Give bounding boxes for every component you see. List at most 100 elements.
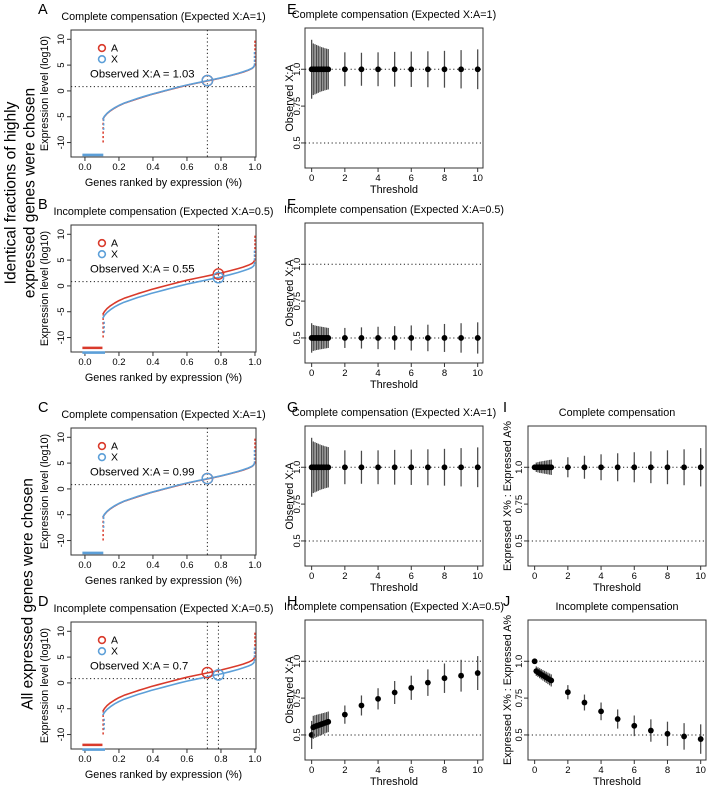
x-tick-label: 0.8 <box>214 162 227 173</box>
panel-G-x-axis-title: Threshold <box>370 582 418 594</box>
y-tick-label: -5 <box>56 511 67 519</box>
data-point <box>647 464 654 471</box>
panel-B-plot-frame <box>70 224 257 353</box>
x-tick-label: 6 <box>409 368 414 379</box>
data-point <box>375 66 381 73</box>
panel-D-letter: D <box>38 594 48 610</box>
legend-label-A: A <box>111 441 118 453</box>
data-point <box>548 677 555 684</box>
legend-marker-X <box>97 646 107 656</box>
data-point <box>391 335 398 341</box>
panel-E-y-axis-title: Observed X:A <box>284 64 296 132</box>
panel-J-x-axis-title: Threshold <box>593 776 641 788</box>
observed-ratio-marker <box>212 669 225 681</box>
x-tick-label: 0.8 <box>214 357 227 368</box>
data-point <box>441 66 448 73</box>
data-point <box>581 699 588 706</box>
data-point <box>647 727 654 734</box>
x-tick-label: 4 <box>598 571 603 582</box>
x-tick-label: 10 <box>472 173 483 184</box>
panel-D-plot-frame <box>70 621 257 750</box>
x-tick-label: 8 <box>442 368 447 379</box>
panel-C: C Complete compensation (Expected X:A=1) 0… <box>36 398 282 594</box>
x-tick-label: 0.6 <box>180 357 193 368</box>
data-point <box>441 675 448 682</box>
panel-A-series-X <box>102 64 256 120</box>
x-tick-label: 0.2 <box>112 162 125 173</box>
panel-H-y-axis-title: Observed X:A <box>284 656 296 724</box>
panel-B-series-X <box>102 264 256 319</box>
data-point <box>341 711 348 718</box>
x-tick-label: 0.0 <box>78 162 91 173</box>
row-group-label-bottom-text: All expressed genes were chosen <box>19 478 37 710</box>
legend-marker-A <box>97 635 107 645</box>
x-tick-label: 10 <box>472 368 483 379</box>
legend-label-A: A <box>111 238 118 250</box>
data-point <box>664 464 671 471</box>
panel-A-y-axis-title: Expression level (log10) <box>39 36 51 151</box>
data-point <box>408 66 415 73</box>
observed-ratio-marker <box>212 271 225 284</box>
x-tick-label: 4 <box>375 368 380 379</box>
data-point <box>408 684 415 691</box>
x-tick-label: 4 <box>375 173 380 184</box>
y-tick-label: 1.0 <box>514 655 525 668</box>
panel-D-x-axis-title: Genes ranked by expression (%) <box>85 769 242 781</box>
x-tick-label: 2 <box>342 368 347 379</box>
observed-ratio-marker <box>201 74 214 87</box>
panel-H-letter: H <box>287 594 297 610</box>
x-tick-label: 8 <box>665 571 670 582</box>
x-tick-label: 2 <box>342 173 347 184</box>
panel-G: G Complete compensation (Expected X:A=1) 0… <box>284 398 499 594</box>
data-point <box>531 658 538 665</box>
y-tick-label: -5 <box>56 308 67 316</box>
data-point <box>408 335 415 341</box>
x-tick-label: 6 <box>409 765 414 776</box>
y-tick-label: 0.75 <box>292 97 303 116</box>
data-point <box>391 689 398 696</box>
panel-B-letter: B <box>38 197 48 213</box>
data-point <box>325 66 332 73</box>
panel-D-title: Incomplete compensation (Expected X:A=0.… <box>54 603 274 615</box>
x-tick-label: 6 <box>409 173 414 184</box>
panel-B-y-axis-title: Expression level (log10) <box>39 231 51 346</box>
y-tick-label: 10 <box>56 229 67 240</box>
data-point <box>581 464 588 471</box>
panel-A-x-axis-title: Genes ranked by expression (%) <box>85 177 242 189</box>
panel-A-plot: A Complete compensation (Expected X:A=1) 0… <box>38 2 266 189</box>
panel-I-plot: I Complete compensation 0 2 4 6 8 10 0.5 0.75 1.0E… <box>502 400 707 594</box>
data-point <box>548 464 555 471</box>
y-tick-label: -10 <box>56 331 67 345</box>
panel-C-x-axis-title: Genes ranked by expression (%) <box>85 575 242 587</box>
data-point <box>564 689 571 696</box>
panel-A-plot-frame <box>70 29 257 158</box>
panel-B-series-A <box>102 260 256 315</box>
x-tick-label: 10 <box>695 571 706 582</box>
data-point <box>474 670 481 676</box>
x-tick-label: 0.2 <box>112 560 125 571</box>
x-tick-label: 2 <box>342 571 347 582</box>
panel-H-x-axis-title: Threshold <box>370 776 418 788</box>
y-tick-label: 1.0 <box>292 258 303 271</box>
panel-B-plot: B Incomplete compensation (Expected X:A=0… <box>38 197 273 384</box>
data-point <box>391 464 398 471</box>
y-tick-label: 0.5 <box>292 136 303 149</box>
legend-label-X: X <box>111 646 118 658</box>
panel-F: F Incomplete compensation (Expected X:A=0… <box>284 195 504 391</box>
y-tick-label: -5 <box>56 705 67 713</box>
x-tick-label: 0 <box>309 571 314 582</box>
panel-J-plot: J Incomplete compensation 0 2 4 6 8 10 0.5 0.75 1.… <box>502 594 707 788</box>
data-point <box>408 464 415 471</box>
y-tick-label: 0.75 <box>292 292 303 311</box>
panel-H-plot-frame <box>304 619 484 761</box>
x-tick-label: 0.8 <box>214 754 227 765</box>
data-point <box>458 335 464 341</box>
y-tick-label: 5 <box>56 62 67 67</box>
x-tick-label: 2 <box>565 571 570 582</box>
panel-D-y-axis-title: Expression level (log10) <box>39 628 51 743</box>
panel-H-title: Incomplete compensation (Expected X:A=0.… <box>284 601 504 613</box>
data-point <box>375 695 381 702</box>
panel-G-letter: G <box>287 400 298 416</box>
y-tick-label: -5 <box>56 113 67 121</box>
